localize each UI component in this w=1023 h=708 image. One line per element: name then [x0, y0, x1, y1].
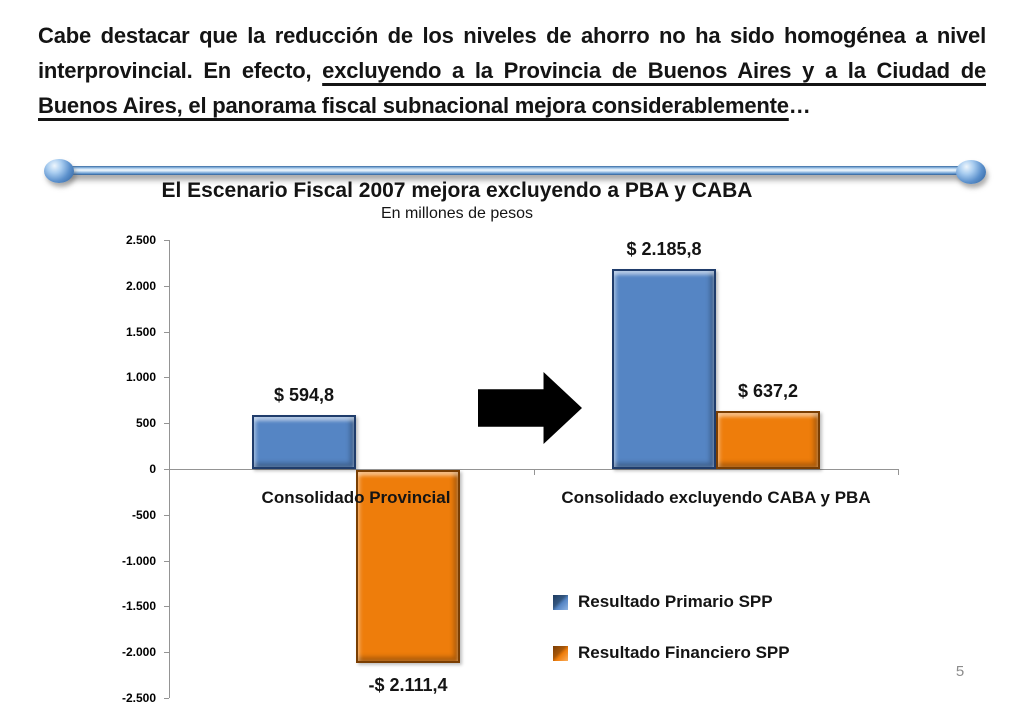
y-axis-tick	[164, 240, 169, 241]
data-label: $ 2.185,8	[626, 239, 702, 259]
x-axis-tick	[898, 469, 899, 475]
y-axis-tick-label: -2.500	[121, 691, 156, 705]
bar-primario-cat1	[252, 415, 356, 469]
page-number: 5	[955, 663, 965, 680]
paragraph-normal-text: Cabe destacar que la reducción de los ni…	[38, 23, 986, 83]
legend-label: Resultado Financiero SPP	[578, 643, 790, 662]
x-axis-tick	[534, 469, 535, 475]
legend-marker-icon	[553, 594, 568, 610]
chart-title: El Escenario Fiscal 2007 mejora excluyen…	[161, 179, 753, 202]
y-axis-tick	[164, 561, 169, 562]
paragraph-trailing-text: …	[788, 93, 811, 118]
bar-financiero-cat1	[356, 470, 460, 663]
y-axis-tick	[164, 698, 169, 699]
y-axis-tick-label: -1.500	[121, 599, 156, 613]
x-axis-line	[169, 469, 898, 470]
data-label: $ 637,2	[737, 381, 799, 401]
legend-label: Resultado Primario SPP	[578, 592, 773, 611]
y-axis-tick	[164, 286, 169, 287]
y-axis-tick	[164, 377, 169, 378]
y-axis-tick-label: 2.500	[125, 233, 156, 247]
y-axis-tick-label: 500	[135, 416, 156, 430]
y-axis-tick	[164, 515, 169, 516]
y-axis-tick	[164, 332, 169, 333]
category-label: Consolidado Provincial	[261, 488, 451, 507]
category-label: Consolidado excluyendo CABA y PBA	[561, 488, 871, 507]
divider-ball-left-icon	[44, 159, 74, 183]
black-right-arrow-icon	[478, 372, 582, 444]
paragraph-underlined-text: excluyendo a la Provincia de Buenos Aire…	[38, 58, 986, 118]
y-axis-tick-label: 0	[149, 462, 156, 476]
data-label: -$ 2.111,4	[368, 675, 448, 695]
y-axis-tick	[164, 652, 169, 653]
chart-subtitle: En millones de pesos	[380, 205, 534, 222]
legend-marker-icon	[553, 645, 568, 661]
chart-legend: Resultado Primario SPP Resultado Financie…	[553, 590, 790, 692]
divider-ball-right-icon	[956, 160, 986, 184]
y-axis-tick-label: -500	[131, 508, 156, 522]
y-axis-tick-label: 1.000	[125, 370, 156, 384]
intro-paragraph: Cabe destacar que la reducción de los ni…	[38, 18, 986, 123]
y-axis-tick-label: 2.000	[125, 279, 156, 293]
y-axis-tick-label: 1.500	[125, 325, 156, 339]
y-axis-tick-label: -1.000	[121, 554, 156, 568]
legend-item: Resultado Primario SPP	[553, 590, 790, 614]
divider-rod	[58, 166, 974, 175]
y-axis-tick	[164, 423, 169, 424]
y-axis-tick-label: -2.000	[121, 645, 156, 659]
y-axis-tick	[164, 469, 169, 470]
y-axis-tick	[164, 606, 169, 607]
legend-item: Resultado Financiero SPP	[553, 641, 790, 665]
bar-financiero-cat2	[716, 411, 820, 469]
bar-primario-cat2	[612, 269, 716, 469]
data-label: $ 594,8	[273, 385, 335, 405]
